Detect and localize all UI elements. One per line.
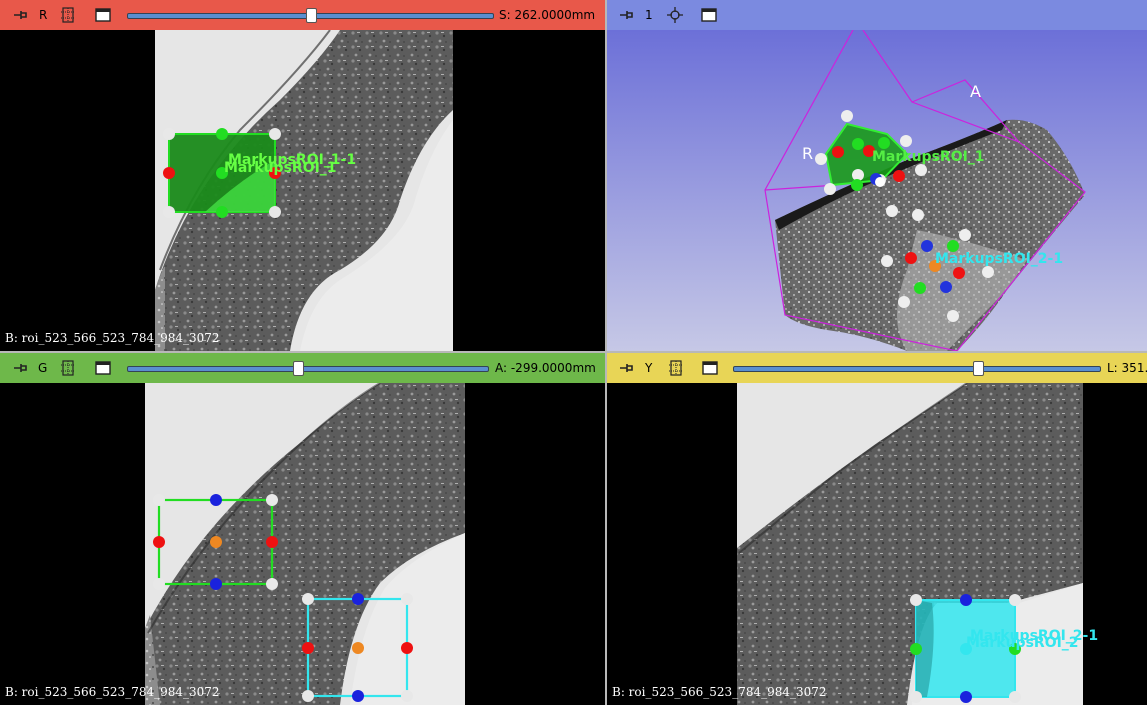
slider-handle[interactable] bbox=[306, 8, 317, 23]
slice-offset-value: S: 262.0000mm bbox=[499, 8, 596, 22]
roi-label: MarkupsROI_1-1 bbox=[228, 152, 357, 168]
slice-image-green[interactable]: B: roi_523_566_523_784_984_3072 bbox=[0, 383, 605, 705]
slice-image-red[interactable]: MarkupsROI_1-1 MarkupsROI_1 B: roi_523_5… bbox=[0, 30, 605, 351]
center-view-icon[interactable] bbox=[667, 7, 683, 23]
axis-label-a: A bbox=[970, 82, 981, 101]
roi-scale-handle[interactable] bbox=[216, 206, 228, 218]
view-separator bbox=[0, 351, 1147, 353]
link-icon[interactable] bbox=[668, 360, 684, 376]
roi-center-handle[interactable] bbox=[216, 167, 228, 179]
maximize-view-icon[interactable] bbox=[95, 360, 111, 376]
maximize-view-icon[interactable] bbox=[95, 7, 111, 23]
link-icon[interactable] bbox=[60, 7, 76, 23]
three-d-view[interactable]: 1 bbox=[607, 0, 1147, 351]
roi-label: MarkupsROI_2-1 bbox=[970, 628, 1099, 644]
roi-label: MarkupsROI_1 bbox=[872, 149, 985, 165]
axis-label-r: R bbox=[802, 144, 814, 163]
roi-2-handles[interactable] bbox=[910, 594, 1021, 703]
roi-2-handles[interactable] bbox=[302, 593, 413, 702]
volume-render bbox=[607, 30, 1147, 351]
view-letter: G bbox=[38, 361, 48, 375]
pin-icon[interactable] bbox=[618, 360, 634, 376]
slice-view-red[interactable]: R S: 262.0000mm bbox=[0, 0, 605, 351]
slider-handle[interactable] bbox=[293, 361, 304, 376]
roi-corner-handle[interactable] bbox=[163, 128, 175, 140]
roi-label: MarkupsROI_2 bbox=[966, 635, 1079, 651]
slice-offset-slider[interactable] bbox=[733, 366, 1101, 372]
view-letter: R bbox=[39, 8, 48, 22]
slice-controller-bar-green: G A: -299.0000mm bbox=[0, 353, 605, 383]
ct-slice-sagittal bbox=[607, 383, 1147, 705]
slider-handle[interactable] bbox=[973, 361, 984, 376]
slice-offset-value: A: -299.0000mm bbox=[495, 361, 596, 375]
slice-view-yellow[interactable]: Y L: 351. bbox=[607, 353, 1147, 705]
roi-1-handles[interactable] bbox=[153, 494, 278, 590]
roi-label: MarkupsROI_2-1 bbox=[935, 251, 1064, 267]
maximize-view-icon[interactable] bbox=[702, 360, 718, 376]
link-icon[interactable] bbox=[60, 360, 76, 376]
maximize-view-icon[interactable] bbox=[701, 7, 717, 23]
roi-handles-3d[interactable] bbox=[815, 110, 994, 322]
slice-offset-slider[interactable] bbox=[127, 366, 489, 372]
roi-scale-handle[interactable] bbox=[269, 167, 281, 179]
roi-scale-handle[interactable] bbox=[163, 167, 175, 179]
slice-image-yellow[interactable]: MarkupsROI_2-1 MarkupsROI_2 B: roi_523_5… bbox=[607, 383, 1147, 705]
roi-corner-handle[interactable] bbox=[269, 206, 281, 218]
ct-slice-coronal bbox=[0, 383, 605, 705]
slice-controller-bar-red: R S: 262.0000mm bbox=[0, 0, 605, 30]
volume-name: B: roi_523_566_523_784_984_3072 bbox=[5, 685, 220, 699]
ct-slice-axial bbox=[0, 30, 605, 351]
pin-icon[interactable] bbox=[12, 360, 28, 376]
slice-controller-bar-yellow: Y L: 351. bbox=[607, 353, 1147, 383]
roi-corner-handle[interactable] bbox=[269, 128, 281, 140]
volume-name: B: roi_523_566_523_784_984_3072 bbox=[5, 331, 220, 345]
view-letter: Y bbox=[645, 361, 653, 375]
volume-name: B: roi_523_566_523_784_984_3072 bbox=[612, 685, 827, 699]
roi-scale-handle[interactable] bbox=[216, 128, 228, 140]
pin-icon[interactable] bbox=[618, 7, 634, 23]
roi-label: MarkupsROI_1 bbox=[224, 160, 337, 176]
roi-corner-handle[interactable] bbox=[163, 206, 175, 218]
view-controller-bar-3d: 1 bbox=[607, 0, 1147, 30]
view-letter: 1 bbox=[645, 8, 653, 22]
slice-offset-value: L: 351. bbox=[1107, 361, 1147, 375]
slice-view-green[interactable]: G A: -299.0000mm bbox=[0, 353, 605, 705]
pin-icon[interactable] bbox=[12, 7, 28, 23]
three-d-render[interactable]: R A MarkupsROI_1 MarkupsROI_2-1 bbox=[607, 30, 1147, 351]
